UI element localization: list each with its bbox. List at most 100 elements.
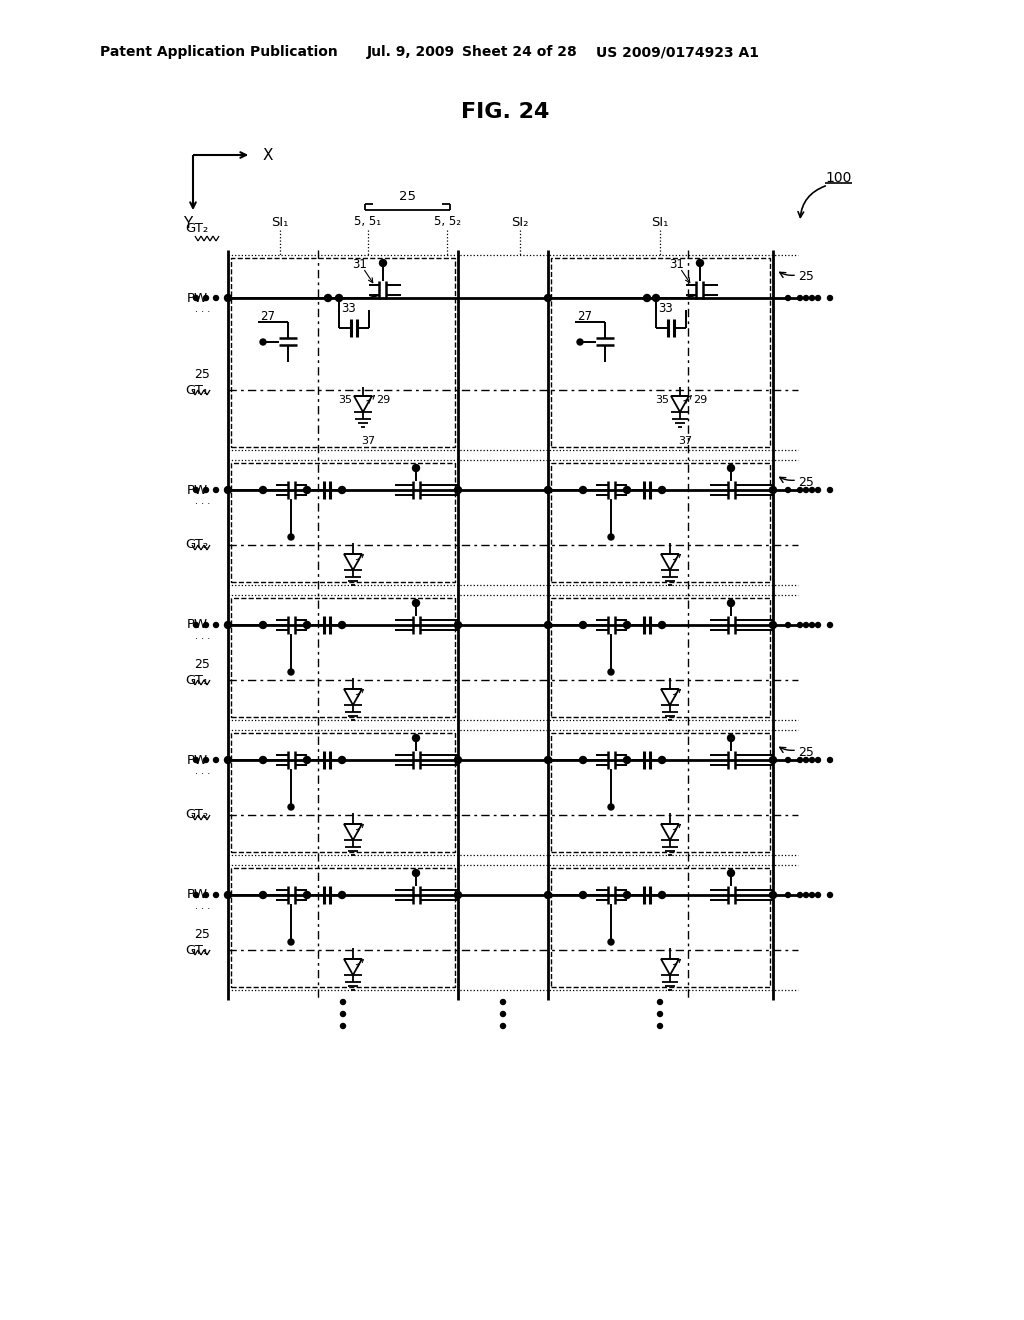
Circle shape: [288, 804, 294, 810]
Text: GT₁: GT₁: [185, 673, 208, 686]
Circle shape: [224, 622, 231, 628]
Circle shape: [624, 487, 631, 494]
Circle shape: [303, 487, 310, 494]
Circle shape: [339, 622, 345, 628]
Text: 27: 27: [578, 309, 593, 322]
Text: 37: 37: [360, 436, 375, 446]
Circle shape: [657, 1011, 663, 1016]
Circle shape: [224, 294, 231, 301]
Text: 25: 25: [195, 659, 210, 672]
Circle shape: [658, 756, 666, 763]
Circle shape: [413, 870, 420, 876]
Circle shape: [827, 892, 833, 898]
Text: 33: 33: [658, 301, 674, 314]
Text: 100: 100: [825, 172, 851, 185]
Circle shape: [336, 294, 342, 301]
Text: 25: 25: [398, 190, 416, 203]
Circle shape: [804, 296, 809, 301]
Circle shape: [798, 892, 803, 898]
Circle shape: [194, 623, 199, 627]
Circle shape: [815, 487, 820, 492]
Circle shape: [455, 487, 462, 494]
Circle shape: [815, 623, 820, 627]
Circle shape: [785, 487, 791, 492]
Circle shape: [259, 891, 266, 899]
Text: FIG. 24: FIG. 24: [461, 102, 549, 121]
Text: 5, 5₁: 5, 5₁: [354, 215, 382, 228]
Text: 35: 35: [655, 395, 669, 405]
Circle shape: [624, 756, 631, 763]
Text: SI₁: SI₁: [651, 215, 669, 228]
Circle shape: [769, 622, 776, 628]
Circle shape: [224, 891, 231, 899]
Circle shape: [785, 296, 791, 301]
Text: GT₂: GT₂: [184, 539, 208, 552]
Circle shape: [339, 487, 345, 494]
Circle shape: [545, 756, 552, 763]
Circle shape: [455, 891, 462, 899]
Circle shape: [658, 487, 666, 494]
Circle shape: [769, 756, 776, 763]
Circle shape: [658, 891, 666, 899]
Circle shape: [657, 999, 663, 1005]
Circle shape: [204, 758, 209, 763]
Text: · · ·: · · ·: [195, 634, 210, 644]
Circle shape: [501, 1023, 506, 1028]
Circle shape: [727, 465, 734, 471]
Circle shape: [224, 487, 231, 494]
Text: Sheet 24 of 28: Sheet 24 of 28: [462, 45, 577, 59]
Circle shape: [194, 758, 199, 763]
Circle shape: [810, 623, 814, 627]
Circle shape: [259, 622, 266, 628]
Circle shape: [341, 999, 345, 1005]
Circle shape: [341, 1023, 345, 1028]
Circle shape: [608, 804, 614, 810]
Circle shape: [259, 487, 266, 494]
Text: · · ·: · · ·: [195, 308, 210, 317]
Text: PW: PW: [186, 292, 208, 305]
Circle shape: [785, 758, 791, 763]
Circle shape: [194, 487, 199, 492]
Circle shape: [213, 623, 218, 627]
Circle shape: [545, 487, 552, 494]
Circle shape: [608, 939, 614, 945]
Circle shape: [804, 623, 809, 627]
Text: 33: 33: [342, 301, 356, 314]
Circle shape: [608, 669, 614, 675]
Circle shape: [194, 892, 199, 898]
Circle shape: [501, 999, 506, 1005]
Text: Patent Application Publication: Patent Application Publication: [100, 45, 338, 59]
Circle shape: [413, 599, 420, 606]
Circle shape: [815, 296, 820, 301]
Circle shape: [815, 758, 820, 763]
Circle shape: [224, 756, 231, 763]
Circle shape: [288, 939, 294, 945]
Circle shape: [785, 623, 791, 627]
Text: PW: PW: [186, 619, 208, 631]
Circle shape: [545, 891, 552, 899]
Text: 25: 25: [798, 271, 814, 284]
Text: PW: PW: [186, 754, 208, 767]
Circle shape: [545, 622, 552, 628]
Circle shape: [815, 892, 820, 898]
Text: GT₂: GT₂: [184, 808, 208, 821]
Text: 25: 25: [798, 746, 814, 759]
Circle shape: [643, 294, 650, 301]
Circle shape: [804, 892, 809, 898]
Text: 25: 25: [798, 475, 814, 488]
Circle shape: [657, 1023, 663, 1028]
Text: 37: 37: [678, 436, 692, 446]
Circle shape: [303, 891, 310, 899]
Circle shape: [339, 756, 345, 763]
Circle shape: [727, 734, 734, 742]
Circle shape: [827, 758, 833, 763]
Circle shape: [727, 599, 734, 606]
Text: 25: 25: [195, 368, 210, 381]
Circle shape: [288, 535, 294, 540]
Circle shape: [798, 487, 803, 492]
Circle shape: [608, 535, 614, 540]
Circle shape: [785, 892, 791, 898]
Circle shape: [204, 623, 209, 627]
Text: Jul. 9, 2009: Jul. 9, 2009: [367, 45, 455, 59]
Circle shape: [727, 870, 734, 876]
